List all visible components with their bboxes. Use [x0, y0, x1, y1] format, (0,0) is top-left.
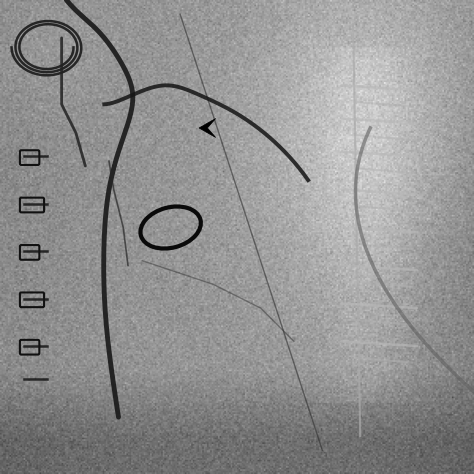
- Polygon shape: [199, 118, 216, 137]
